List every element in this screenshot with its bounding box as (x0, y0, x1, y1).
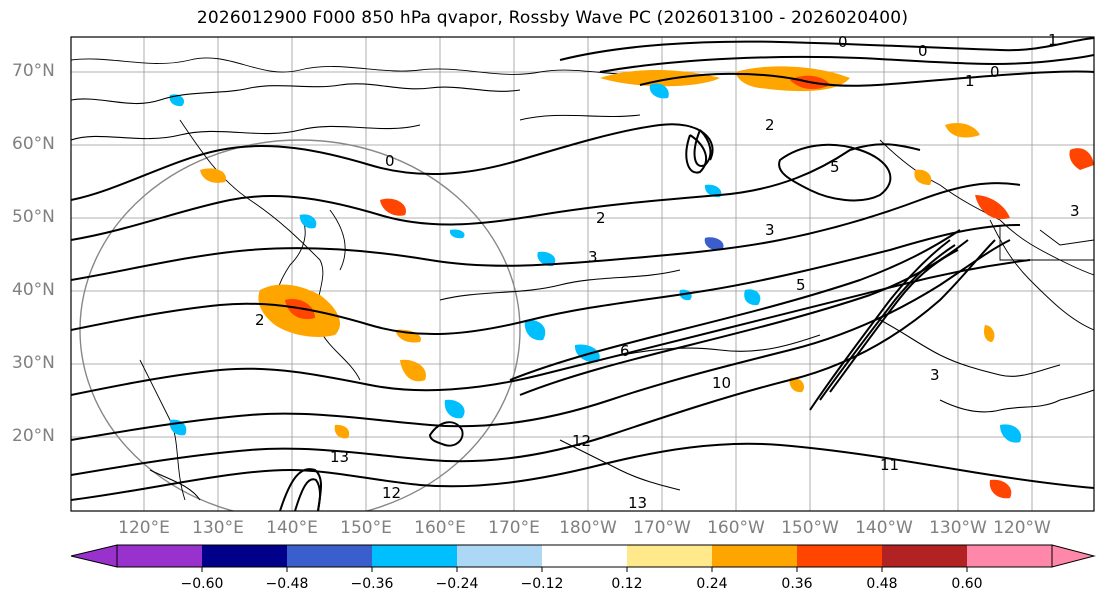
lat-label-30n: 30°N (12, 353, 55, 373)
lon-label-170e: 170°E (488, 518, 540, 538)
colorbar-tick-label: −0.12 (520, 576, 564, 592)
colorbar-segment (117, 545, 202, 567)
map-border (70, 36, 1095, 512)
contour-label: 2 (765, 116, 775, 134)
domain-circle (79, 139, 521, 511)
lat-label-50n: 50°N (12, 207, 55, 227)
contour-label: 0 (385, 152, 395, 170)
contour-label-group: 0 0 0 0 1 1 2 2 2 3 3 3 3 5 5 6 10 11 12… (255, 31, 1080, 512)
lon-label-160w: 160°W (707, 518, 765, 538)
colorbar-segment (457, 545, 542, 567)
contour-label: 1 (965, 72, 975, 90)
gridlines (71, 37, 1094, 511)
lon-label-130w: 130°W (929, 518, 987, 538)
positive-anomalies (200, 66, 1094, 499)
contour-label: 10 (712, 374, 731, 392)
contours (71, 37, 1094, 511)
colorbar-tick-label: 0.36 (781, 576, 813, 592)
colorbar-segment (967, 545, 1052, 567)
contour-label: 2 (255, 311, 265, 329)
colorbar-tick-label: 0.24 (696, 576, 728, 592)
colorbar-tick-label: 0.48 (866, 576, 898, 592)
colorbar-segment (287, 545, 372, 567)
colorbar-over-triangle (1051, 544, 1096, 568)
lon-label-130e: 130°E (192, 518, 244, 538)
colorbar-segment (797, 545, 882, 567)
lon-label-180w: 180°W (559, 518, 617, 538)
colorbar-segment (372, 545, 457, 567)
colorbar-segment (627, 545, 712, 567)
lon-label-140w: 140°W (855, 518, 913, 538)
lon-label-140e: 140°E (266, 518, 318, 538)
lat-label-20n: 20°N (12, 426, 55, 446)
contour-label: 13 (330, 448, 349, 466)
colorbar-segment (712, 545, 797, 567)
lon-label-120e: 120°E (118, 518, 170, 538)
contour-label: 0 (918, 42, 928, 60)
contour-label: 5 (796, 276, 806, 294)
contour-label: 5 (830, 158, 840, 176)
contour-label: 2 (596, 209, 606, 227)
colorbar-under-triangle (70, 544, 118, 568)
contour-label: 3 (1070, 202, 1080, 220)
lat-label-40n: 40°N (12, 280, 55, 300)
contour-label: 3 (588, 248, 598, 266)
contour-label: 11 (880, 456, 899, 474)
contour-label: 12 (382, 484, 401, 502)
lon-label-160e: 160°E (414, 518, 466, 538)
contour-label: 3 (765, 221, 775, 239)
colorbar (70, 544, 1096, 572)
lon-label-150e: 150°E (340, 518, 392, 538)
contour-label: 1 (1048, 31, 1058, 49)
colorbar-tick-label: −0.60 (180, 576, 224, 592)
contour-label: 0 (990, 63, 1000, 81)
lon-label-170w: 170°W (633, 518, 691, 538)
contour-label: 12 (572, 432, 591, 450)
colorbar-segment (202, 545, 287, 567)
colorbar-tick-label: −0.48 (265, 576, 309, 592)
lat-label-70n: 70°N (12, 61, 55, 81)
colorbar-segment (542, 545, 627, 567)
contour-label: 13 (628, 494, 647, 512)
figure-title: 2026012900 F000 850 hPa qvapor, Rossby W… (196, 8, 909, 28)
contour-label: 0 (838, 33, 848, 51)
colorbar-segment (882, 545, 967, 567)
colorbar-tick-label: 0.60 (951, 576, 983, 592)
colorbar-tick-label: 0.12 (611, 576, 643, 592)
lat-label-60n: 60°N (12, 134, 55, 154)
lon-label-150w: 150°W (781, 518, 839, 538)
lon-label-120w: 120°W (993, 518, 1051, 538)
contours-thin (71, 83, 1094, 501)
contour-label: 6 (620, 342, 630, 360)
contour-label: 3 (930, 366, 940, 384)
colorbar-tick-label: −0.24 (435, 576, 479, 592)
colorbar-tick-label: −0.36 (350, 576, 394, 592)
